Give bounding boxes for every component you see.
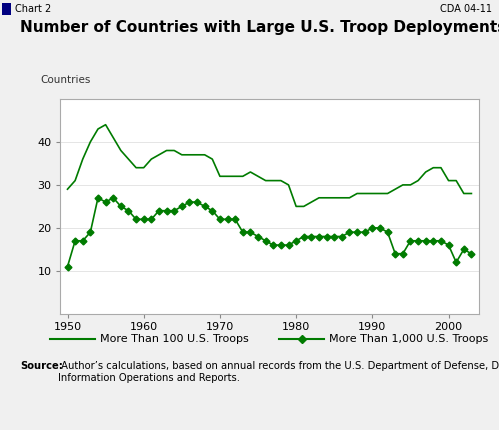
Bar — [2, 3, 11, 15]
Text: Chart 2: Chart 2 — [15, 4, 51, 14]
Text: CDA 04-11: CDA 04-11 — [440, 4, 492, 14]
Text: Countries: Countries — [40, 75, 90, 85]
Text: Source:: Source: — [20, 361, 63, 371]
Text: More Than 1,000 U.S. Troops: More Than 1,000 U.S. Troops — [329, 334, 489, 344]
Text: Author’s calculations, based on annual records from the U.S. Department of Defen: Author’s calculations, based on annual r… — [58, 361, 499, 383]
Text: More Than 100 U.S. Troops: More Than 100 U.S. Troops — [100, 334, 249, 344]
Text: Number of Countries with Large U.S. Troop Deployments, 1950-2003: Number of Countries with Large U.S. Troo… — [20, 20, 499, 35]
